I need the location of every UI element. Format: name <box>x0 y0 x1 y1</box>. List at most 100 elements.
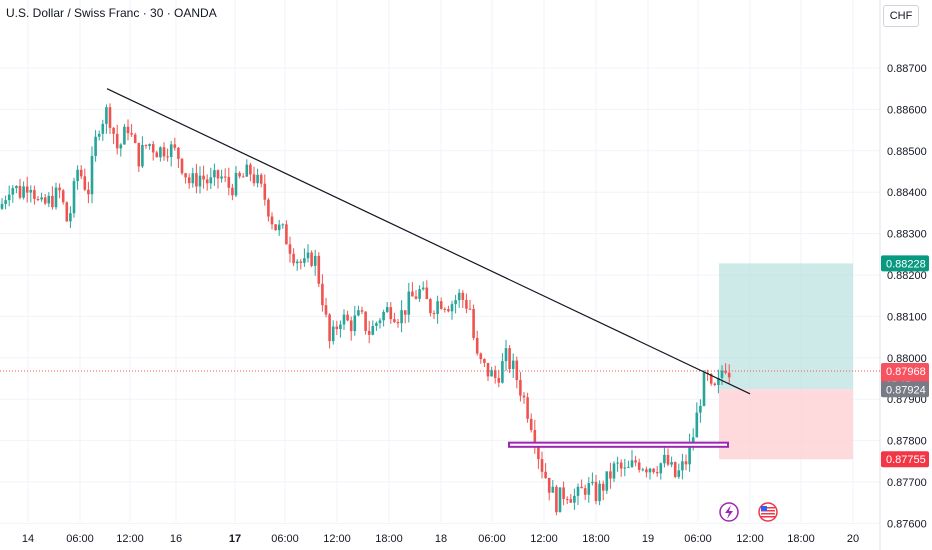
candle-body <box>159 147 162 158</box>
candle-body <box>101 123 105 134</box>
price-tick-label: 0.88600 <box>887 104 927 116</box>
candle-body <box>317 255 321 284</box>
candle-body <box>483 359 486 363</box>
candle-body <box>40 197 43 200</box>
loss-zone <box>719 389 853 460</box>
candle-body <box>209 177 213 184</box>
candle-body <box>713 383 717 385</box>
candle-body <box>439 301 443 309</box>
candle-body <box>148 144 151 146</box>
chart-title: U.S. Dollar / Swiss Franc · 30 · OANDA <box>6 6 217 20</box>
candle-body <box>504 348 508 362</box>
candle-body <box>166 156 169 158</box>
candle-body <box>220 176 223 179</box>
candle-body <box>274 224 277 231</box>
candle-body <box>187 177 191 184</box>
candle-body <box>277 224 281 231</box>
candle-body <box>130 133 133 135</box>
candle-body <box>393 319 396 323</box>
candle-body <box>285 224 288 245</box>
target-price-tag-bg <box>881 255 929 272</box>
event-markers[interactable] <box>719 502 778 522</box>
candle-body <box>594 481 598 502</box>
candle-body <box>364 311 367 331</box>
candle-body <box>119 144 123 149</box>
candle-body <box>454 300 457 305</box>
candle-body <box>551 486 555 493</box>
lightning-bolt-glyph <box>725 505 733 519</box>
candle-body <box>360 310 364 312</box>
price-tick-label: 0.88300 <box>887 229 927 241</box>
candle-body <box>475 338 479 354</box>
candle-body <box>400 310 403 324</box>
candle-body <box>33 189 36 199</box>
candle-body <box>227 176 231 188</box>
candle-body <box>198 175 202 187</box>
trendline <box>106 88 751 395</box>
candle-body <box>598 483 601 502</box>
candle-body <box>371 325 375 335</box>
candle-body <box>540 459 544 472</box>
candle-body <box>547 477 551 493</box>
candle-body <box>699 405 702 413</box>
candle-body <box>126 126 130 134</box>
candle-body <box>468 308 472 310</box>
time-tick-label: 18:00 <box>375 533 403 545</box>
time-tick-label: 19 <box>642 533 654 545</box>
chart-grid <box>0 0 881 550</box>
candle-body <box>223 176 227 178</box>
time-tick-label: 14 <box>22 533 34 545</box>
price-tick-label: 0.88700 <box>887 63 927 75</box>
candle-body <box>310 252 313 266</box>
candle-body <box>389 307 393 320</box>
candle-body <box>90 156 94 195</box>
price-tick-label: 0.88500 <box>887 146 927 158</box>
candle-body <box>335 326 339 330</box>
candle-body <box>537 447 540 460</box>
candle-body <box>637 462 641 470</box>
candle-body <box>22 186 25 198</box>
candle-body <box>587 483 591 495</box>
candle-body <box>137 142 141 167</box>
candle-body <box>141 144 144 167</box>
candle-body <box>573 495 576 503</box>
drawings[interactable] <box>106 88 751 448</box>
candle-body <box>263 183 267 200</box>
candle-body <box>450 304 454 312</box>
time-tick-label: 06:00 <box>271 533 299 545</box>
candle-body <box>555 486 558 513</box>
candle-body <box>663 454 666 464</box>
candle-body <box>652 468 655 473</box>
candle-body <box>123 126 126 145</box>
flag-stripe <box>761 513 775 515</box>
candle-body <box>321 283 324 306</box>
candle-body <box>576 486 580 496</box>
candle-body <box>429 299 432 314</box>
candle-body <box>299 261 303 263</box>
candle-body <box>501 361 504 383</box>
candle-body <box>616 462 619 464</box>
price-axis[interactable]: 0.88700 0.88600 0.88500 0.88400 0.88300 0.882… <box>887 63 927 530</box>
candle-body <box>54 187 58 208</box>
time-axis[interactable]: 14 06:00 12:00 16 17 06:00 12:00 18:00 18 06:00 12… <box>22 533 859 545</box>
candle-body <box>641 469 645 471</box>
candle-body <box>339 324 342 330</box>
candle-body <box>645 469 648 473</box>
candle-body <box>245 164 249 177</box>
candle-body <box>133 134 137 143</box>
candle-body <box>162 147 166 157</box>
candle-body <box>267 199 270 217</box>
time-tick-label: 06:00 <box>66 533 94 545</box>
candle-body <box>108 107 112 128</box>
candle-body <box>259 174 263 184</box>
time-tick-label: 18:00 <box>582 533 610 545</box>
candle-body <box>724 370 727 373</box>
candle-body <box>184 173 187 178</box>
candle-body <box>465 299 468 309</box>
candle-body <box>382 311 385 321</box>
currency-button[interactable]: CHF <box>883 5 919 27</box>
candle-body <box>292 253 295 264</box>
candle-body <box>76 169 79 182</box>
candle-body <box>605 471 609 491</box>
